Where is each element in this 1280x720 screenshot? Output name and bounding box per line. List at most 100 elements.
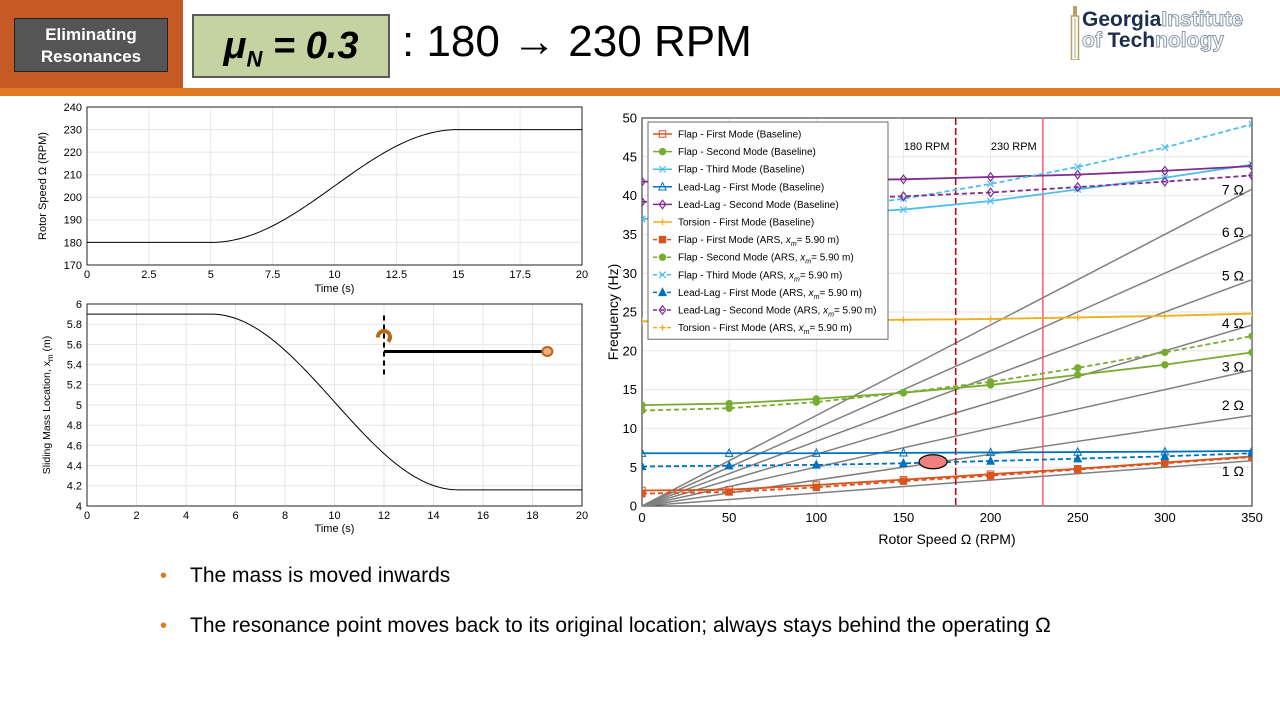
data-point — [986, 378, 995, 386]
data-point — [657, 181, 668, 191]
x-tick-label: 20 — [576, 510, 588, 522]
data-point — [1248, 310, 1252, 317]
data-point — [1160, 165, 1169, 176]
sliding-mass-icon — [541, 345, 554, 357]
data-point — [724, 447, 734, 457]
bullet-dot-icon: • — [160, 615, 168, 637]
data-point — [1074, 163, 1082, 171]
data-point — [1248, 160, 1252, 172]
data-point — [1160, 451, 1170, 461]
legend-item: Flap - First Mode (ARS, xm= 5.90 m) — [653, 235, 839, 248]
y-tick-label: 15 — [623, 382, 637, 397]
y-tick-label: 20 — [623, 343, 637, 358]
y-tick-label: 45 — [623, 149, 637, 164]
x-tick-label: 6 — [232, 510, 238, 522]
x-axis-label: Time (s) — [315, 283, 355, 295]
y-axis-label: Sliding Mass Location, xm (m) — [41, 336, 55, 475]
x-tick-label: 4 — [183, 510, 189, 522]
data-point — [1074, 364, 1082, 372]
x-tick-label: 350 — [1241, 510, 1263, 525]
data-point — [899, 389, 908, 397]
y-tick-label: 50 — [623, 111, 637, 126]
data-point — [899, 205, 908, 214]
legend-box — [647, 121, 889, 340]
series-6 — [642, 453, 1252, 498]
series-line — [642, 174, 1252, 203]
harmonic-line-4 — [642, 324, 1252, 506]
data-point — [987, 315, 994, 323]
legend-item: Flap - Third Mode (Baseline) — [653, 165, 805, 176]
series-line — [642, 450, 1252, 455]
data-point — [642, 406, 646, 415]
data-point — [1248, 170, 1252, 181]
data-point — [900, 316, 907, 323]
resonance-highlight — [918, 454, 948, 470]
y-tick-label: 210 — [64, 170, 82, 182]
harmonic-line-5 — [642, 278, 1252, 506]
legend-item: Torsion - First Mode (ARS, xm= 5.90 m) — [653, 323, 852, 336]
y-tick-label: 240 — [64, 102, 82, 114]
data-point — [1073, 453, 1083, 463]
x-tick-label: 50 — [722, 510, 736, 525]
data-point — [658, 165, 667, 173]
harmonic-line-3 — [642, 369, 1252, 506]
mu-symbol: μ — [223, 25, 247, 67]
data-point — [899, 174, 908, 185]
data-point — [642, 461, 647, 471]
y-tick-label: 4.4 — [67, 460, 82, 472]
data-point — [657, 287, 668, 297]
y-tick-label: 180 — [64, 237, 82, 249]
x-tick-label: 5 — [208, 269, 214, 281]
x-tick-label: 14 — [427, 510, 439, 522]
x-tick-label: 20 — [576, 269, 588, 281]
series-line — [642, 455, 1252, 492]
legend-label: Lead-Lag - Second Mode (ARS, xm= 5.90 m) — [678, 306, 876, 319]
x-tick-label: 200 — [980, 510, 1002, 525]
x-tick-label: 250 — [1067, 510, 1089, 525]
y-tick-label: 5.6 — [67, 339, 82, 351]
logo-word-institute: Institute — [1161, 8, 1244, 32]
data-point — [659, 324, 666, 331]
y-tick-label: 35 — [623, 227, 637, 242]
data-point — [811, 459, 821, 469]
data-point — [658, 304, 667, 316]
series-line — [642, 335, 1252, 412]
rotor-speed-chart: 0 2.5 5 7.5 10 12.5 15 17.5 20 170 180 190 200 210 220… — [37, 102, 588, 295]
mu-value: = 0.3 — [262, 25, 359, 67]
data-point — [1247, 445, 1252, 455]
legend-item: Flap - Third Mode (ARS, xm= 5.90 m) — [653, 270, 842, 283]
data-point — [642, 401, 646, 409]
section-tag-line1: Eliminating — [45, 25, 137, 44]
legend-label: Lead-Lag - First Mode (ARS, xm= 5.90 m) — [678, 288, 862, 301]
y-tick-label: 5.8 — [67, 319, 82, 331]
y-axis-label: Rotor Speed Ω (RPM) — [37, 132, 49, 240]
legend-label: Flap - Second Mode (ARS, xm= 5.90 m) — [678, 253, 854, 266]
x-tick-label: 0 — [84, 269, 90, 281]
data-point — [986, 171, 995, 183]
x-tick-label: 10 — [328, 510, 340, 522]
legend: Flap - First Mode (Baseline) Flap - Secon… — [647, 121, 889, 340]
data-point — [1074, 371, 1082, 379]
data-point — [1248, 348, 1252, 357]
plot-frame — [86, 303, 583, 507]
x-tick-label: 18 — [526, 510, 538, 522]
y-tick-label: 4.8 — [67, 420, 82, 432]
x-tick-label: 16 — [477, 510, 489, 522]
data-point — [1248, 332, 1252, 340]
y-tick-label: 220 — [64, 147, 82, 159]
x-tick-label: 7.5 — [265, 269, 280, 281]
y-tick-label: 4.6 — [67, 440, 82, 452]
harmonic-line-6 — [642, 233, 1252, 506]
data-point — [898, 447, 908, 457]
x-tick-label: 2.5 — [141, 269, 156, 281]
data-point — [812, 398, 820, 406]
data-point — [658, 147, 667, 156]
data-point — [898, 458, 908, 468]
legend-label: Flap - Third Mode (ARS, xm= 5.90 m) — [678, 270, 842, 283]
legend-item: Lead-Lag - First Mode (ARS, xm= 5.90 m) — [653, 287, 862, 301]
harmonic-label: 4 Ω — [1222, 315, 1244, 331]
y-tick-label: 5 — [76, 400, 82, 412]
y-tick-label: 4 — [76, 501, 82, 513]
data-point — [724, 460, 734, 470]
data-point — [725, 488, 733, 496]
